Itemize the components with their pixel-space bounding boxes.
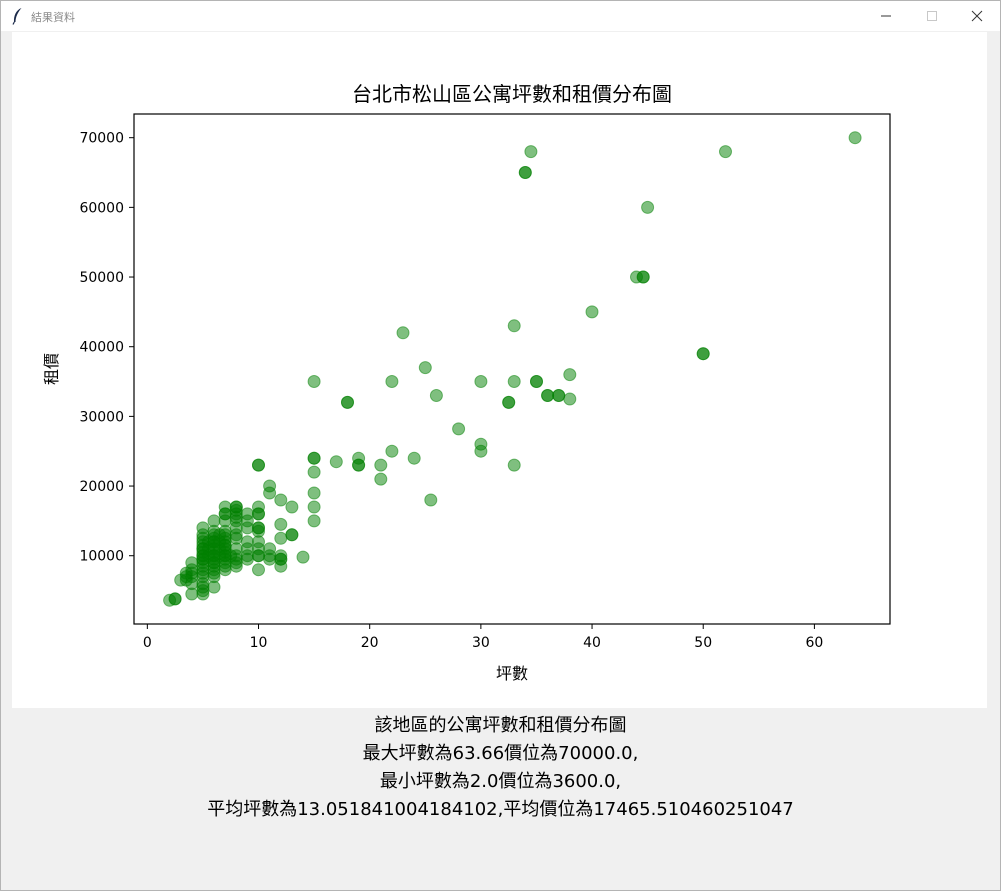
data-point bbox=[207, 535, 221, 549]
data-point bbox=[252, 563, 265, 577]
data-point bbox=[474, 444, 488, 458]
data-point bbox=[407, 451, 421, 465]
summary-line-1: 該地區的公寓坪數和租價分布圖 bbox=[374, 715, 627, 736]
data-point bbox=[252, 458, 265, 472]
data-point bbox=[274, 559, 288, 573]
data-point bbox=[307, 514, 321, 528]
data-point bbox=[263, 486, 277, 500]
close-icon bbox=[971, 10, 983, 22]
maximize-icon bbox=[927, 11, 937, 21]
data-point bbox=[374, 458, 388, 472]
scatter-chart: 台北市松山區公寓坪數和租價分布圖 0 10 20 30 40 50 60 10000 20000… bbox=[42, 82, 891, 683]
data-point bbox=[474, 375, 488, 388]
data-point bbox=[252, 549, 265, 563]
y-tick-label: 30000 bbox=[79, 409, 124, 425]
x-tick-label: 50 bbox=[694, 635, 712, 651]
data-point bbox=[848, 131, 862, 145]
data-point bbox=[163, 593, 177, 607]
data-point bbox=[341, 395, 354, 409]
maximize-button[interactable] bbox=[909, 1, 955, 31]
data-point bbox=[396, 326, 410, 340]
data-point bbox=[229, 559, 243, 573]
data-point bbox=[274, 531, 288, 545]
y-axis-label: 租價 bbox=[42, 353, 61, 385]
data-point bbox=[719, 145, 732, 159]
data-point bbox=[196, 552, 210, 566]
chart-title: 台北市松山區公寓坪數和租價分布圖 bbox=[352, 82, 672, 106]
window-title: 結果資料 bbox=[31, 11, 75, 24]
minimize-button[interactable] bbox=[863, 1, 909, 31]
data-point bbox=[374, 472, 388, 486]
y-tick-label: 50000 bbox=[79, 270, 124, 286]
data-point bbox=[541, 389, 555, 402]
data-point bbox=[196, 584, 210, 598]
y-tick-label: 60000 bbox=[79, 200, 124, 216]
data-point bbox=[218, 549, 232, 563]
data-point bbox=[207, 580, 221, 594]
data-point bbox=[185, 587, 199, 601]
data-point bbox=[285, 500, 299, 514]
x-tick-label: 10 bbox=[250, 635, 268, 651]
data-point bbox=[585, 305, 599, 319]
summary-line-2: 最大坪數為63.66價位為70000.0, bbox=[362, 743, 639, 764]
axis-layer: 0 10 20 30 40 50 60 10000 20000 30000 40000 50000 60… bbox=[79, 131, 823, 651]
data-point bbox=[641, 200, 655, 214]
window-titlebar[interactable]: 結果資料 bbox=[1, 1, 1000, 31]
points-layer bbox=[163, 131, 862, 607]
x-tick-label: 20 bbox=[361, 635, 379, 651]
x-tick-label: 40 bbox=[583, 635, 601, 651]
x-tick-label: 30 bbox=[472, 635, 490, 651]
data-point bbox=[385, 375, 399, 388]
data-point bbox=[452, 422, 466, 436]
minimize-icon bbox=[881, 15, 891, 17]
data-point bbox=[530, 375, 543, 388]
data-point bbox=[563, 368, 577, 382]
x-tick-label: 60 bbox=[805, 635, 823, 651]
y-tick-label: 20000 bbox=[79, 479, 124, 495]
data-point bbox=[307, 465, 321, 479]
data-point bbox=[307, 486, 321, 500]
data-point bbox=[429, 389, 443, 402]
data-point bbox=[307, 451, 321, 465]
data-point bbox=[696, 347, 710, 361]
data-point bbox=[502, 395, 516, 409]
data-point bbox=[636, 270, 650, 284]
data-point bbox=[518, 166, 532, 179]
data-point bbox=[296, 550, 310, 564]
data-point bbox=[274, 493, 288, 507]
data-point bbox=[240, 521, 254, 535]
x-tick-label: 0 bbox=[143, 635, 152, 651]
feather-icon bbox=[12, 8, 22, 25]
data-point bbox=[274, 517, 288, 531]
data-point bbox=[285, 528, 299, 542]
data-point bbox=[307, 375, 321, 388]
data-point bbox=[352, 458, 366, 472]
chart-figure: 台北市松山區公寓坪數和租價分布圖 0 10 20 30 40 50 60 10000 20000… bbox=[12, 32, 987, 708]
data-point bbox=[507, 375, 521, 388]
data-point bbox=[218, 563, 232, 577]
data-point bbox=[563, 392, 577, 406]
data-point bbox=[307, 500, 321, 514]
data-point bbox=[524, 145, 538, 159]
y-tick-label: 10000 bbox=[79, 549, 124, 565]
data-point bbox=[507, 458, 521, 472]
summary-line-4: 平均坪數為13.051841004184102,平均價位為17465.51046… bbox=[207, 799, 794, 820]
data-point bbox=[552, 389, 566, 402]
data-point bbox=[418, 361, 432, 375]
data-point bbox=[263, 552, 277, 566]
y-tick-label: 40000 bbox=[79, 340, 124, 356]
data-point bbox=[240, 552, 254, 566]
summary-line-3: 最小坪數為2.0價位為3600.0, bbox=[379, 771, 622, 792]
data-point bbox=[507, 319, 521, 333]
data-point bbox=[329, 455, 343, 469]
summary-text: 該地區的公寓坪數和租價分布圖 最大坪數為63.66價位為70000.0, 最小坪… bbox=[0, 712, 1001, 824]
data-point bbox=[424, 493, 438, 507]
data-point bbox=[207, 556, 221, 570]
close-button[interactable] bbox=[954, 1, 1000, 31]
y-tick-label: 70000 bbox=[79, 131, 124, 147]
x-axis-label: 坪數 bbox=[496, 664, 528, 683]
data-point bbox=[252, 507, 265, 521]
data-point bbox=[385, 444, 399, 458]
plot-frame bbox=[133, 113, 891, 625]
